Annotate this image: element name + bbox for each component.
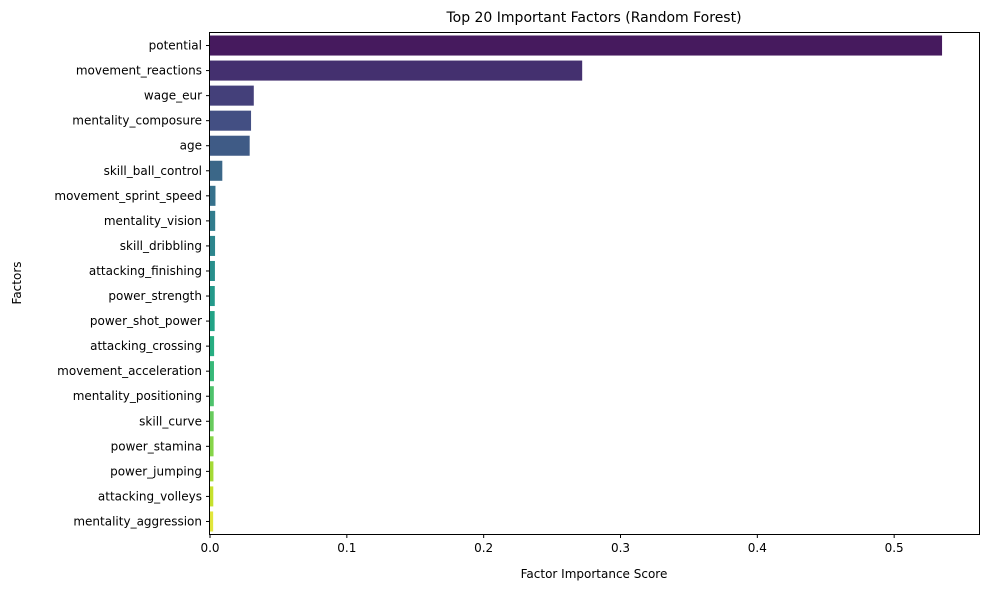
y-tick-label: mentality_vision <box>104 214 202 228</box>
y-tick-label: potential <box>149 39 202 53</box>
bar-age <box>210 135 250 156</box>
y-tick-label: power_stamina <box>111 439 202 453</box>
x-tick-label: 0.4 <box>748 541 767 555</box>
bar-attacking-crossing <box>210 336 215 357</box>
y-tick-label: movement_acceleration <box>57 364 202 378</box>
y-tick-label: mentality_composure <box>72 114 202 128</box>
bar-mentality-vision <box>210 210 216 231</box>
bar-power-stamina <box>210 436 214 457</box>
bar-mentality-aggression <box>210 511 214 532</box>
y-tick-label: age <box>180 139 202 153</box>
bar-skill-curve <box>210 411 214 432</box>
y-tick-label: power_jumping <box>110 464 202 478</box>
y-tick-label: skill_dribbling <box>120 239 202 253</box>
x-tick-label: 0.1 <box>337 541 356 555</box>
y-tick-label: skill_ball_control <box>104 164 202 178</box>
y-tick-label: mentality_aggression <box>73 514 202 528</box>
x-tick-label: 0.5 <box>885 541 904 555</box>
y-tick-label: skill_curve <box>139 414 202 428</box>
bar-skill-ball-control <box>210 160 223 181</box>
y-tick-label: attacking_volleys <box>98 489 202 503</box>
bar-mentality-positioning <box>210 386 214 407</box>
bars-group <box>210 35 943 532</box>
y-tick-labels: potential movement_reactions wage_eurmenta… <box>54 39 210 528</box>
bar-movement-reactions <box>210 60 583 81</box>
chart-title: Top 20 Important Factors (Random Forest) <box>445 10 741 26</box>
y-tick-label: attacking_finishing <box>89 264 202 278</box>
y-axis-title: Factors <box>10 262 24 305</box>
x-tick-label: 0.0 <box>200 541 219 555</box>
bar-mentality-composure <box>210 110 252 131</box>
bar-skill-dribbling <box>210 235 216 256</box>
x-tick-label: 0.2 <box>474 541 493 555</box>
y-tick-label: power_shot_power <box>90 314 202 328</box>
plot-frame <box>209 32 980 535</box>
y-tick-label: wage_eur <box>144 89 202 103</box>
y-tick-label: movement_sprint_speed <box>54 189 202 203</box>
bar-attacking-volleys <box>210 486 214 507</box>
x-ticks: 0.0 0.1 0.2 0.3 0.4 0.5 <box>200 534 904 555</box>
bar-movement-acceleration <box>210 361 214 382</box>
bar-potential <box>210 35 943 56</box>
x-tick-label: 0.3 <box>611 541 630 555</box>
bar-wage-eur <box>210 85 254 106</box>
y-tick-label: mentality_positioning <box>73 389 202 403</box>
bar-movement-sprint-speed <box>210 185 216 206</box>
y-tick-label: power_strength <box>108 289 202 303</box>
bar-attacking-finishing <box>210 260 215 281</box>
bar-power-shot-power <box>210 311 215 332</box>
bar-power-strength <box>210 286 215 307</box>
x-axis-title: Factor Importance Score <box>521 567 668 581</box>
y-tick-label: movement_reactions <box>76 64 202 78</box>
y-tick-label: attacking_crossing <box>90 339 202 353</box>
bar-power-jumping <box>210 461 214 482</box>
